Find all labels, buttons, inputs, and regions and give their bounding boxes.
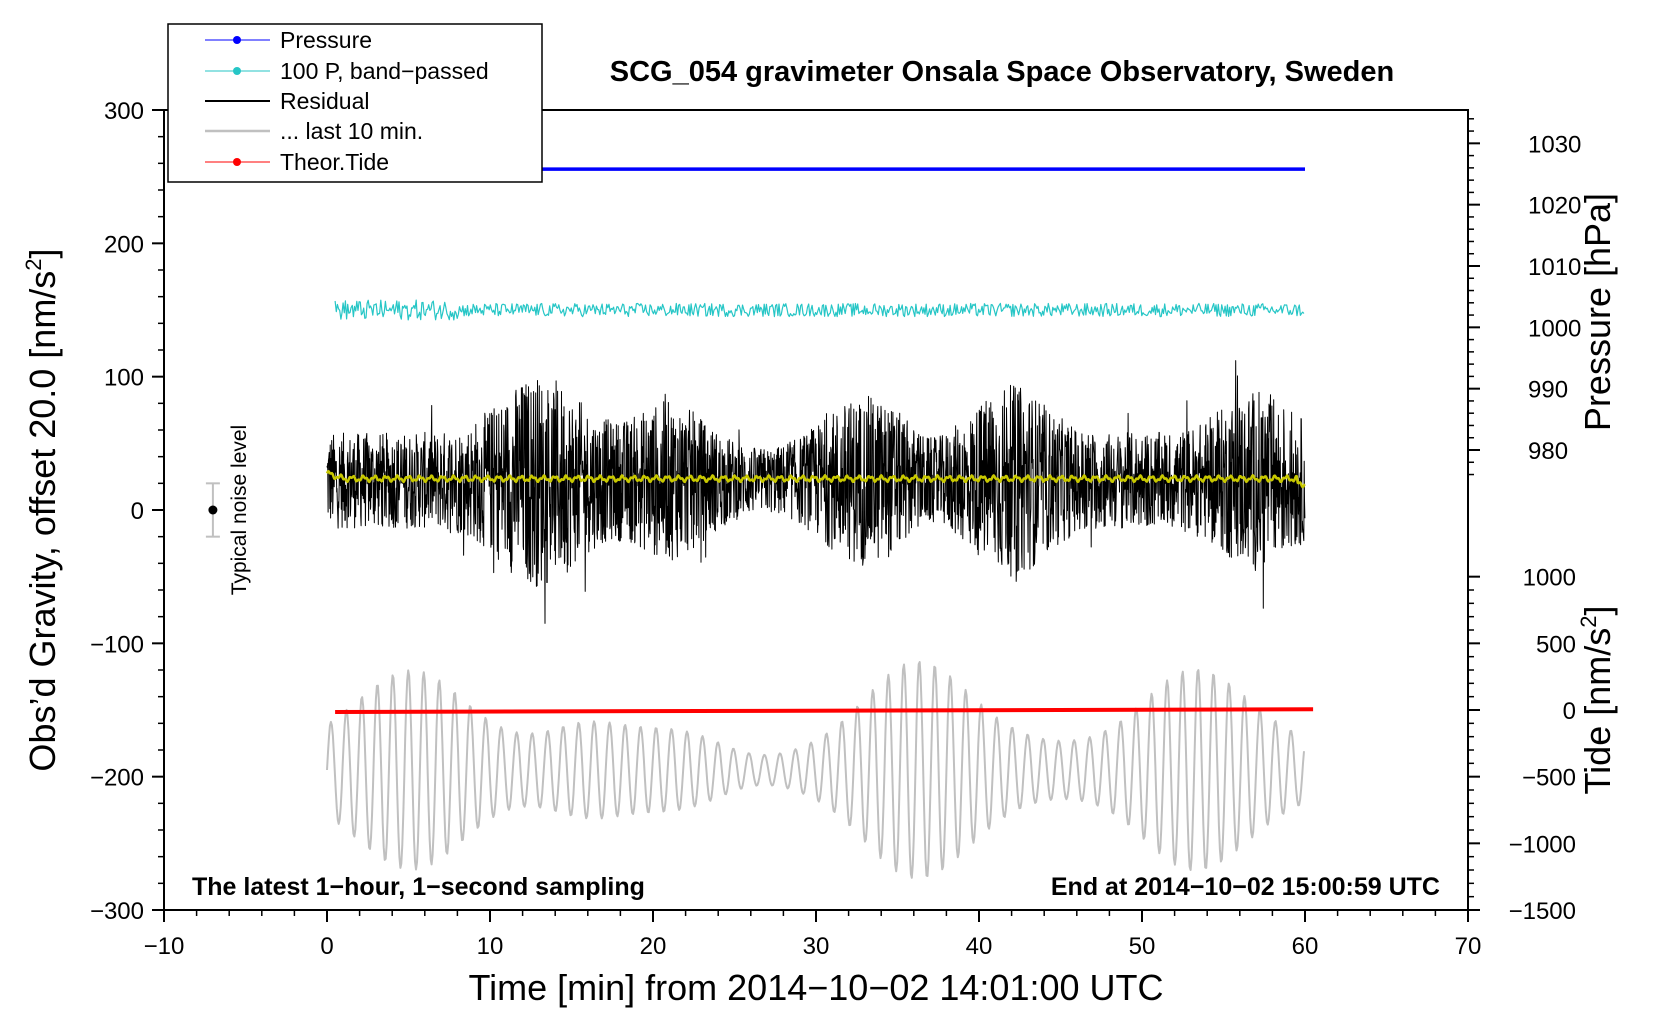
tide-tick-label: 1000 [1523,565,1576,592]
series-pressure-band-passed [334,299,1305,321]
pressure-tick-label: 1020 [1528,193,1581,220]
x-tick-label: 10 [477,933,504,960]
svg-text:... last 10 min.: ... last 10 min. [280,118,423,144]
chart-title: SCG_054 gravimeter Onsala Space Observat… [610,56,1394,88]
tide-axis-label: Tide [nm/s2] [1576,606,1618,795]
svg-text:Pressure: Pressure [280,27,372,53]
y-axis-label-left: Obs’d Gravity, offset 20.0 [nm/s2] [21,248,63,771]
x-tick-label: 30 [803,933,830,960]
pressure-tick-label: 1030 [1528,131,1581,158]
legend-item-residual: Residual [205,88,370,114]
y-tick-label: 300 [104,98,144,125]
y-tick-label: 100 [104,365,144,392]
svg-text:100 P, band−passed: 100 P, band−passed [280,58,489,84]
legend-item-last-10-min: ... last 10 min. [205,118,423,144]
pressure-axis-ticks: 1030 1020 1010 1000 990 980 [1468,118,1581,476]
tide-tick-label: −500 [1522,765,1576,792]
theoretical-tide-line [335,707,1314,714]
svg-text:Residual: Residual [280,88,370,114]
last-10-min-line [326,661,1305,879]
series-theoretical-tide [335,707,1314,714]
annotation-sampling: The latest 1−hour, 1−second sampling [192,873,645,901]
y-tick-label: 0 [131,498,144,525]
annotation-end-time: End at 2014−10−02 15:00:59 UTC [1051,873,1440,901]
y-axis-ticks: 300 200 100 0 −100 −200 −300 [90,98,164,925]
x-tick-label: −10 [144,933,185,960]
y-tick-label: −300 [90,898,144,925]
legend: Pressure 100 P, band−passed Residual ...… [167,23,543,183]
pressure-axis-label: Pressure [hPa] [1577,193,1618,431]
tide-tick-label: 0 [1563,698,1576,725]
band-passed-line [334,299,1305,321]
svg-text:Theor.Tide: Theor.Tide [280,149,389,175]
tide-tick-label: 500 [1536,631,1576,658]
pressure-tick-label: 1010 [1528,254,1581,281]
noise-bar-dot [208,505,218,515]
pressure-tick-label: 990 [1528,377,1568,404]
y-tick-label: 200 [104,231,144,258]
x-axis-ticks: −10 0 10 20 30 40 50 60 70 [144,910,1482,960]
y-tick-label: −100 [90,631,144,658]
x-tick-label: 50 [1129,933,1156,960]
x-tick-label: 0 [320,933,333,960]
legend-item-band-passed: 100 P, band−passed [205,58,489,84]
x-tick-label: 40 [966,933,993,960]
x-tick-label: 60 [1292,933,1319,960]
x-tick-label: 70 [1455,933,1482,960]
legend-item-theor-tide: Theor.Tide [205,149,389,175]
tide-tick-label: −1000 [1509,831,1576,858]
series-last-10-min [326,661,1305,879]
legend-box [167,23,543,183]
legend-item-pressure: Pressure [205,27,372,53]
residual-mean-line [325,470,1306,489]
pressure-tick-label: 1000 [1528,315,1581,342]
y-tick-label: −200 [90,765,144,792]
series-residual-mean [325,470,1306,489]
x-tick-label: 20 [640,933,667,960]
residual-line [326,360,1306,624]
tide-tick-label: −1500 [1509,898,1576,925]
noise-level-label: Typical noise level [228,425,251,595]
x-axis-label: Time [min] from 2014−10−02 14:01:00 UTC [468,967,1163,1008]
series-residual [326,360,1306,624]
pressure-tick-label: 980 [1528,438,1568,465]
noise-level-bar [205,482,220,538]
tide-axis-ticks: 1000 500 0 −500 −1000 −1500 [1468,565,1576,925]
